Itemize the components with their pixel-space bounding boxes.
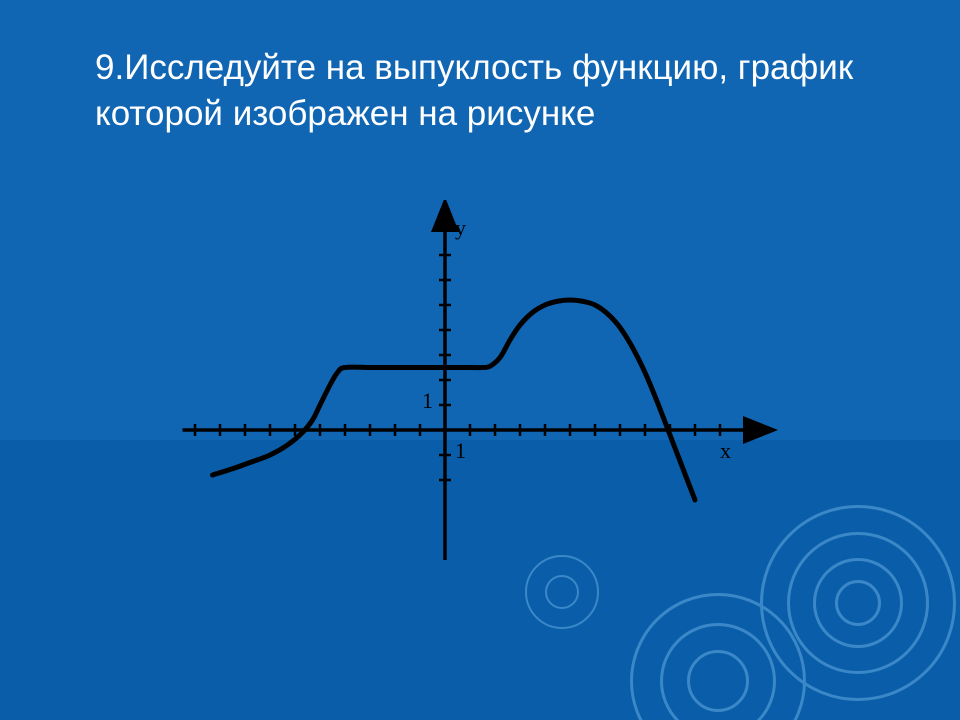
y-axis-label: y [455, 215, 466, 241]
chart-svg [180, 200, 780, 580]
unit-label-x: 1 [455, 438, 466, 464]
unit-label-y: 1 [422, 388, 433, 414]
function-chart: y x 1 1 [180, 200, 780, 580]
x-axis-label: x [720, 438, 731, 464]
slide-title: 9.Исследуйте на выпуклость функцию, граф… [95, 45, 900, 136]
